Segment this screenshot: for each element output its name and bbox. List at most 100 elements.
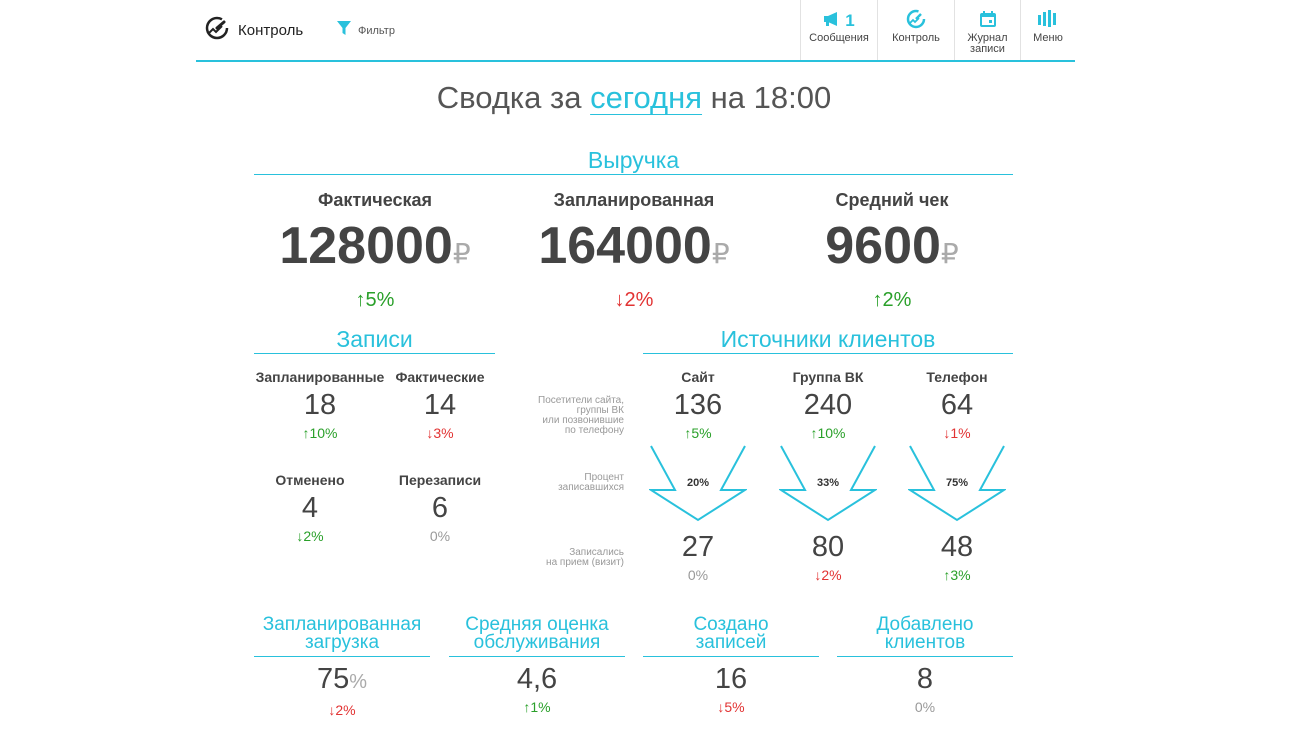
currency-symbol: ₽ (940, 238, 959, 269)
megaphone-icon (823, 11, 843, 32)
brand[interactable]: Контроль (204, 16, 303, 44)
visitors-value: 136 (673, 389, 723, 421)
title-suffix: на 18:00 (710, 80, 832, 115)
nav-label: Меню (1033, 32, 1063, 44)
revenue-label: Фактическая (317, 190, 433, 210)
revenue-change: 2% (882, 289, 912, 311)
nav-item-journal[interactable]: Журнал записи (954, 0, 1020, 60)
conversion-percent: 33% (816, 477, 840, 489)
metric-value: 18 (303, 389, 337, 421)
kpi-service-rating: 4,6 ↑1% (449, 662, 625, 715)
arrow-up-icon: ↑ (943, 567, 951, 583)
conversion-percent: 75% (945, 477, 969, 489)
arrow-down-icon: ↓ (814, 567, 822, 583)
kpi-title-service-rating: Средняя оценка обслуживания (449, 615, 625, 657)
records-cancelled: Отменено 4 ↓2% (250, 472, 370, 544)
note-percent: Процент записавшихся (558, 472, 624, 493)
source-site-signed: 27 0% (648, 527, 748, 583)
source-label: Телефон (926, 369, 988, 385)
kpi-change: 5% (724, 699, 745, 715)
arrow-down-icon: ↓ (717, 699, 725, 715)
arrow-down-icon: ↓ (426, 425, 434, 441)
signed-change: 2% (821, 567, 842, 583)
revenue-planned: Запланированная 164000₽ ↓2% (509, 190, 759, 312)
metric-change: 2% (303, 528, 324, 544)
metric-label: Отменено (275, 472, 345, 488)
kpi-planned-load: 75% ↓2% (254, 662, 430, 718)
kpi-added-clients: 8 0% (837, 662, 1013, 715)
funnel-arrow-icon (779, 445, 877, 522)
metric-label: Фактические (395, 369, 485, 385)
signed-value: 27 (681, 531, 715, 563)
source-site: Сайт 136 ↑5% (648, 369, 748, 441)
metric-label: Перезаписи (398, 472, 482, 488)
filter-label: Фильтр (358, 24, 395, 37)
revenue-value: 164000 (538, 217, 712, 275)
kpi-title-created-records: Создано записей (643, 615, 819, 657)
note-signed: Записались на прием (визит) (546, 547, 624, 568)
top-bar: Контроль Фильтр 1 Сообщения Контроль (196, 0, 1075, 62)
nav-label: Контроль (892, 32, 940, 44)
kpi-value: 75 (316, 663, 350, 695)
records-actual: Фактические 14 ↓3% (390, 369, 490, 441)
title-prefix: Сводка за (436, 80, 582, 115)
nav-item-menu[interactable]: Меню (1020, 0, 1075, 60)
kpi-value: 4,6 (516, 663, 558, 695)
revenue-label: Запланированная (553, 190, 715, 210)
arrow-up-icon: ↑ (302, 425, 310, 441)
note-visitors: Посетители сайта, группы ВК или позвонив… (538, 395, 624, 436)
metric-change: 10% (309, 425, 338, 441)
sources-section-title: Источники клиентов (643, 325, 1013, 354)
source-phone-signed: 48 ↑3% (907, 527, 1007, 583)
source-vk-signed: 80 ↓2% (778, 527, 878, 583)
arrow-up-icon: ↑ (872, 289, 883, 311)
records-rebookings: Перезаписи 6 0% (380, 472, 500, 544)
funnel-arrow-icon (649, 445, 747, 522)
filter-button[interactable]: Фильтр (336, 20, 395, 41)
signed-value: 80 (811, 531, 845, 563)
nav-item-messages[interactable]: 1 Сообщения (800, 0, 877, 60)
revenue-actual: Фактическая 128000₽ ↑5% (250, 190, 500, 312)
metric-value: 4 (301, 492, 319, 524)
kpi-unit: % (349, 671, 368, 693)
currency-symbol: ₽ (452, 238, 471, 269)
calendar-icon (979, 10, 997, 33)
visitors-value: 240 (803, 389, 853, 421)
records-planned: Запланированные 18 ↑10% (250, 369, 390, 441)
revenue-section-title: Выручка (254, 146, 1013, 175)
speedometer-icon (906, 9, 926, 34)
source-label: Группа ВК (792, 369, 864, 385)
arrow-up-icon: ↑ (684, 425, 692, 441)
messages-badge: 1 (845, 11, 855, 30)
kpi-created-records: 16 ↓5% (643, 662, 819, 715)
metric-value: 6 (431, 492, 449, 524)
revenue-change: 5% (365, 289, 395, 311)
arrow-up-icon: ↑ (810, 425, 818, 441)
signed-value: 48 (940, 531, 974, 563)
period-link[interactable]: сегодня (590, 80, 703, 115)
kpi-change: 0% (914, 699, 936, 715)
nav-label: Журнал записи (967, 32, 1008, 55)
kpi-change: 1% (530, 699, 551, 715)
visitors-change: 5% (691, 425, 712, 441)
funnel-arrow-icon (908, 445, 1006, 522)
metric-change: 3% (433, 425, 454, 441)
metric-value: 14 (423, 389, 457, 421)
revenue-label: Средний чек (835, 190, 949, 210)
arrow-up-icon: ↑ (523, 699, 531, 715)
source-label: Сайт (681, 369, 715, 385)
nav-item-control[interactable]: Контроль (877, 0, 954, 60)
metric-change: 0% (429, 528, 451, 544)
funnel-icon (336, 20, 352, 41)
visitors-change: 1% (950, 425, 971, 441)
kpi-title-planned-load: Запланированная загрузка (254, 615, 430, 657)
kpi-title-added-clients: Добавлено клиентов (837, 615, 1013, 657)
menu-icon (1037, 9, 1059, 34)
arrow-up-icon: ↓ (296, 528, 304, 544)
revenue-change: 2% (624, 289, 654, 311)
conversion-percent: 20% (686, 477, 710, 489)
brand-title: Контроль (238, 21, 304, 39)
revenue-value: 128000 (279, 217, 453, 275)
arrow-up-icon: ↑ (355, 289, 366, 311)
signed-change: 3% (950, 567, 971, 583)
